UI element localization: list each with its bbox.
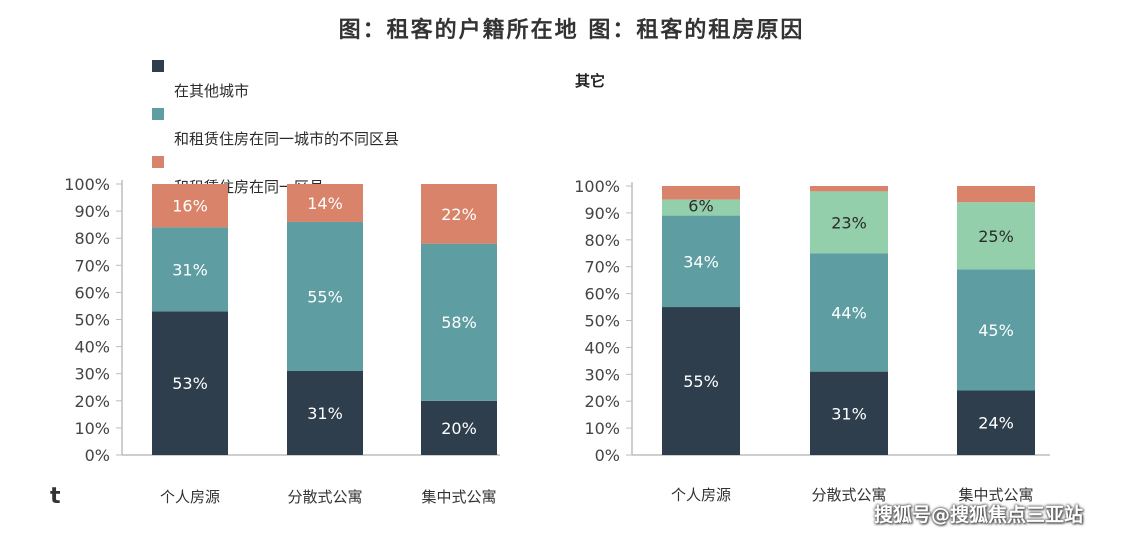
y-tick-label: 40% bbox=[74, 338, 110, 357]
bar-segment bbox=[662, 199, 740, 216]
data-label: 31% bbox=[831, 404, 867, 423]
y-tick-label: 90% bbox=[584, 204, 620, 223]
data-label: 55% bbox=[307, 287, 343, 306]
legend-label: 和租赁住房在同一城市的不同区县 bbox=[174, 130, 400, 148]
data-label: 53% bbox=[172, 374, 208, 393]
y-tick-label: 100% bbox=[574, 177, 620, 196]
data-label: 34% bbox=[683, 252, 719, 271]
data-label: 22% bbox=[441, 205, 477, 224]
data-label: 58% bbox=[441, 313, 477, 332]
bar-segment bbox=[287, 184, 363, 222]
x-category-label: 个人房源 bbox=[671, 486, 731, 504]
bar-segment bbox=[810, 253, 888, 372]
data-label: 6% bbox=[688, 196, 713, 215]
bar-segment bbox=[287, 370, 363, 455]
y-tick-label: 10% bbox=[584, 419, 620, 438]
bar-segment bbox=[810, 191, 888, 254]
data-label: 45% bbox=[978, 321, 1014, 340]
y-tick-label: 80% bbox=[584, 231, 620, 250]
bar-segment bbox=[287, 221, 363, 371]
legend-swatch bbox=[152, 156, 164, 168]
y-tick-label: 70% bbox=[74, 256, 110, 275]
corner-mark: t bbox=[50, 484, 61, 509]
y-tick-label: 30% bbox=[74, 365, 110, 384]
bar-segment bbox=[957, 202, 1035, 270]
bar-segment bbox=[421, 184, 497, 244]
y-tick-label: 100% bbox=[64, 175, 110, 194]
x-category-label: 分散式公寓 bbox=[811, 486, 886, 504]
bar-segment bbox=[421, 400, 497, 455]
y-tick-label: 20% bbox=[584, 392, 620, 411]
bar-segment bbox=[810, 371, 888, 455]
y-tick-label: 80% bbox=[74, 229, 110, 248]
data-label: 16% bbox=[172, 197, 208, 216]
x-category-label: 集中式公寓 bbox=[421, 488, 496, 506]
bar-segment bbox=[152, 227, 228, 312]
page-title: 图：租客的户籍所在地 图：租客的租房原因 bbox=[338, 18, 805, 43]
y-tick-label: 10% bbox=[74, 419, 110, 438]
x-category-label: 分散式公寓 bbox=[287, 488, 362, 506]
data-label: 20% bbox=[441, 419, 477, 438]
bar-segment bbox=[421, 243, 497, 401]
y-tick-label: 60% bbox=[584, 285, 620, 304]
y-tick-label: 20% bbox=[74, 392, 110, 411]
legend-swatch bbox=[152, 108, 164, 120]
data-label: 55% bbox=[683, 372, 719, 391]
y-tick-label: 0% bbox=[85, 446, 110, 465]
bar-segment bbox=[152, 184, 228, 228]
y-tick-label: 60% bbox=[74, 283, 110, 302]
data-label: 31% bbox=[307, 404, 343, 423]
bar-segment bbox=[810, 186, 888, 192]
y-tick-label: 50% bbox=[74, 311, 110, 330]
bar-segment bbox=[152, 311, 228, 455]
y-tick-label: 40% bbox=[584, 338, 620, 357]
x-category-label: 个人房源 bbox=[160, 488, 220, 506]
y-tick-label: 90% bbox=[74, 202, 110, 221]
data-label: 31% bbox=[172, 260, 208, 279]
y-tick-label: 70% bbox=[584, 258, 620, 277]
data-label: 44% bbox=[831, 303, 867, 322]
bar-segment bbox=[662, 215, 740, 308]
bar-segment bbox=[957, 186, 1035, 203]
watermark: 搜狐号@搜狐焦点三亚站 bbox=[874, 504, 1084, 526]
legend-swatch bbox=[152, 60, 164, 72]
x-category-label: 集中式公寓 bbox=[958, 486, 1033, 504]
legend-label-other: 其它 bbox=[575, 72, 606, 90]
bar-segment bbox=[957, 390, 1035, 455]
bar-segment bbox=[662, 307, 740, 455]
y-tick-label: 0% bbox=[595, 446, 620, 465]
y-tick-label: 30% bbox=[584, 365, 620, 384]
bar-segment bbox=[662, 186, 740, 200]
y-tick-label: 50% bbox=[584, 312, 620, 331]
bar-segment bbox=[957, 269, 1035, 391]
data-label: 25% bbox=[978, 227, 1014, 246]
data-label: 23% bbox=[831, 213, 867, 232]
legend-label: 在其他城市 bbox=[174, 82, 250, 100]
data-label: 24% bbox=[978, 414, 1014, 433]
data-label: 14% bbox=[307, 194, 343, 213]
